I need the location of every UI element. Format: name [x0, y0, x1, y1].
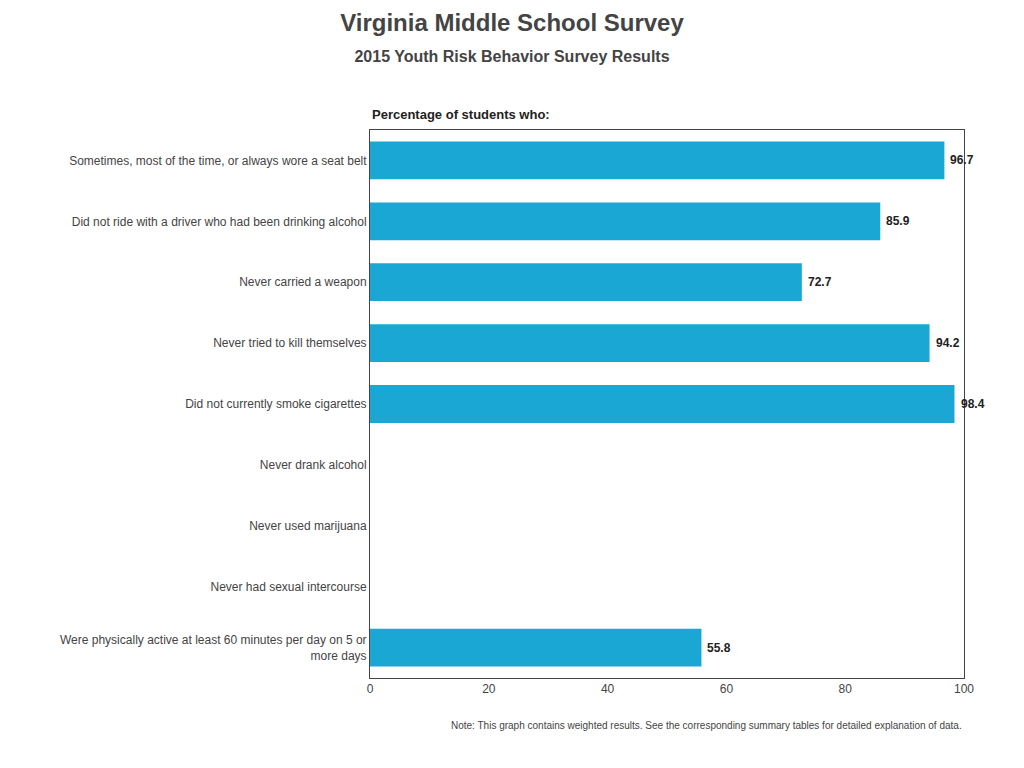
svg-text:Never drank alcohol: Never drank alcohol: [260, 458, 367, 472]
svg-text:94.2: 94.2: [936, 336, 960, 350]
svg-text:Were physically active at leas: Were physically active at least 60 minut…: [60, 633, 367, 663]
svg-text:Never tried to kill themselves: Never tried to kill themselves: [213, 336, 366, 350]
svg-text:0: 0: [367, 682, 374, 696]
svg-text:40: 40: [601, 682, 615, 696]
svg-text:20: 20: [482, 682, 496, 696]
svg-text:Never used marijuana: Never used marijuana: [249, 519, 367, 533]
svg-text:85.9: 85.9: [886, 214, 910, 228]
svg-text:72.7: 72.7: [808, 275, 832, 289]
svg-text:100: 100: [954, 682, 974, 696]
svg-text:98.4: 98.4: [961, 397, 985, 411]
svg-text:Never carried a weapon: Never carried a weapon: [239, 275, 366, 289]
svg-text:Sometimes, most of the time, o: Sometimes, most of the time, or always w…: [69, 154, 367, 168]
svg-text:Did not currently smoke cigare: Did not currently smoke cigarettes: [185, 397, 366, 411]
svg-text:Never had sexual intercourse: Never had sexual intercourse: [211, 580, 367, 594]
svg-text:96.7: 96.7: [950, 153, 974, 167]
svg-text:60: 60: [720, 682, 734, 696]
svg-text:Percentage of students who:: Percentage of students who:: [372, 107, 550, 122]
svg-text:55.8: 55.8: [707, 641, 731, 655]
svg-text:Virginia Middle School Survey2: Virginia Middle School Survey2015 Youth …: [340, 9, 684, 65]
svg-text:80: 80: [839, 682, 853, 696]
svg-text:Did not ride with a driver who: Did not ride with a driver who had been …: [72, 215, 367, 229]
svg-text:Note: This graph contains weig: Note: This graph contains weighted resul…: [451, 720, 962, 731]
